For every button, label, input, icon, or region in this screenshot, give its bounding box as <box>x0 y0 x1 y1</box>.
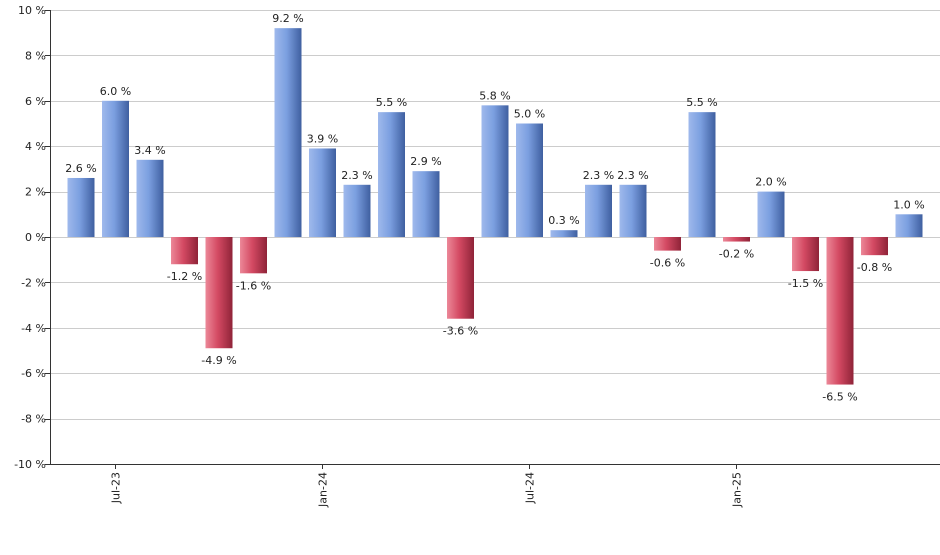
bars <box>67 28 923 385</box>
data-label: -1.2 % <box>167 270 202 283</box>
bar <box>309 148 336 237</box>
bar <box>723 237 750 242</box>
y-tick-label: -8 % <box>21 413 46 426</box>
data-label: 1.0 % <box>893 198 924 211</box>
bar <box>688 112 716 237</box>
data-label: 5.5 % <box>376 96 407 109</box>
data-label: 5.5 % <box>686 96 717 109</box>
data-label: 5.0 % <box>514 108 545 121</box>
data-label: 6.0 % <box>100 85 131 98</box>
y-tick-label: 10 % <box>18 4 46 17</box>
bar <box>240 237 267 274</box>
data-label: 2.3 % <box>617 169 648 182</box>
bar <box>481 105 509 237</box>
data-label: 5.8 % <box>479 89 510 102</box>
x-tick-label: Jan-24 <box>317 472 330 508</box>
bar <box>412 171 440 237</box>
bar <box>550 230 578 237</box>
data-label: 3.9 % <box>307 132 338 145</box>
y-tick-label: -6 % <box>21 367 46 380</box>
y-tick-label: -2 % <box>21 276 46 289</box>
data-label: -3.6 % <box>443 325 478 338</box>
data-label: -4.9 % <box>201 354 236 367</box>
bar <box>826 237 854 385</box>
bar <box>654 237 681 251</box>
data-label: 2.6 % <box>65 162 96 175</box>
bar <box>343 184 371 237</box>
bar <box>136 159 164 237</box>
y-tick-label: 4 % <box>25 140 46 153</box>
x-tick-label: Jul-24 <box>524 472 537 504</box>
y-tick-label: 0 % <box>25 231 46 244</box>
y-tick-label: 2 % <box>25 186 46 199</box>
x-tick-label: Jan-25 <box>731 472 744 508</box>
data-label: 2.0 % <box>755 176 786 189</box>
y-tick-label: -10 % <box>14 458 46 471</box>
x-tick-label: Jul-23 <box>110 472 123 504</box>
bar <box>792 237 819 272</box>
data-label: -1.5 % <box>788 277 823 290</box>
bar <box>67 177 95 237</box>
y-tick-label: -4 % <box>21 322 46 335</box>
data-label: -0.6 % <box>650 257 685 270</box>
data-label: -1.6 % <box>236 279 271 292</box>
bar <box>447 237 474 319</box>
data-label: -0.8 % <box>857 261 892 274</box>
bar <box>861 237 888 256</box>
bar <box>516 123 543 237</box>
bar <box>585 184 612 237</box>
bar <box>205 237 233 349</box>
data-label: 2.9 % <box>410 155 441 168</box>
bar <box>274 28 302 237</box>
x-axis-ticks: Jul-23 Jan-24 Jul-24 Jan-25 <box>110 464 744 508</box>
bar <box>171 237 198 265</box>
bar <box>757 191 785 237</box>
data-label: 2.3 % <box>583 169 614 182</box>
bar <box>619 184 647 237</box>
data-label: -6.5 % <box>822 391 857 404</box>
data-labels: 2.6 % 6.0 % 3.4 % -1.2 % -4.9 % -1.6 % 9.2 % 3.… <box>65 12 924 403</box>
data-label: 9.2 % <box>272 12 303 25</box>
data-label: -0.2 % <box>719 248 754 261</box>
data-label: 0.3 % <box>548 214 579 227</box>
bar <box>378 112 405 237</box>
data-label: 3.4 % <box>134 144 165 157</box>
y-axis-ticks: 10 % 8 % 6 % 4 % 2 % 0 % -2 % -4 % -6 % -8 % -10 % <box>14 4 50 471</box>
bar <box>895 214 923 237</box>
data-label: 2.3 % <box>341 169 372 182</box>
y-tick-label: 8 % <box>25 49 46 62</box>
bar <box>102 100 129 237</box>
y-tick-label: 6 % <box>25 95 46 108</box>
